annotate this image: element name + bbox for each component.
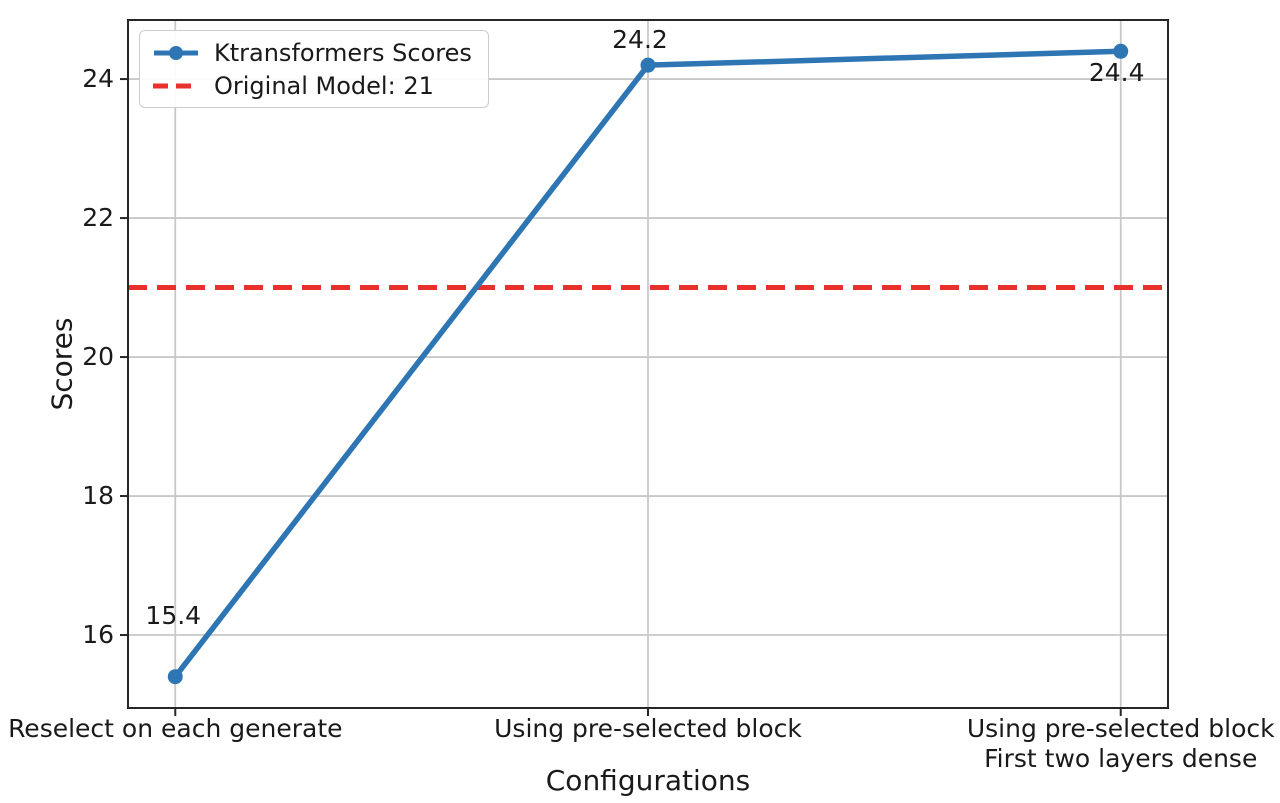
dashed-line-swatch (153, 83, 199, 88)
legend-entry-series: Ktransformers Scores (152, 37, 472, 68)
line-marker-swatch (154, 45, 198, 60)
x-tick-label: Using pre-selected block First two layer… (966, 714, 1275, 773)
data-point-marker (640, 57, 656, 73)
y-tick-label: 18 (82, 481, 114, 511)
y-tick-label: 24 (82, 64, 114, 94)
data-point-label: 15.4 (145, 600, 202, 630)
legend-label-series: Ktransformers Scores (214, 38, 472, 67)
legend-entry-reference: Original Model: 21 (152, 70, 472, 101)
legend: Ktransformers Scores Original Model: 21 (139, 30, 489, 108)
x-axis-title: Configurations (545, 764, 751, 797)
y-axis-title: Scores (45, 317, 79, 411)
y-tick-label: 16 (82, 620, 114, 650)
data-point-label: 24.2 (612, 25, 668, 55)
x-tick-label: Reselect on each generate (8, 714, 343, 743)
data-point-marker (167, 669, 183, 685)
legend-label-reference: Original Model: 21 (214, 71, 434, 100)
data-point-label: 24.4 (1088, 58, 1145, 88)
data-point-marker (1113, 43, 1129, 59)
x-tick-label: Using pre-selected block (494, 714, 802, 743)
y-tick-label: 22 (82, 203, 114, 233)
y-tick-label: 20 (82, 342, 114, 372)
